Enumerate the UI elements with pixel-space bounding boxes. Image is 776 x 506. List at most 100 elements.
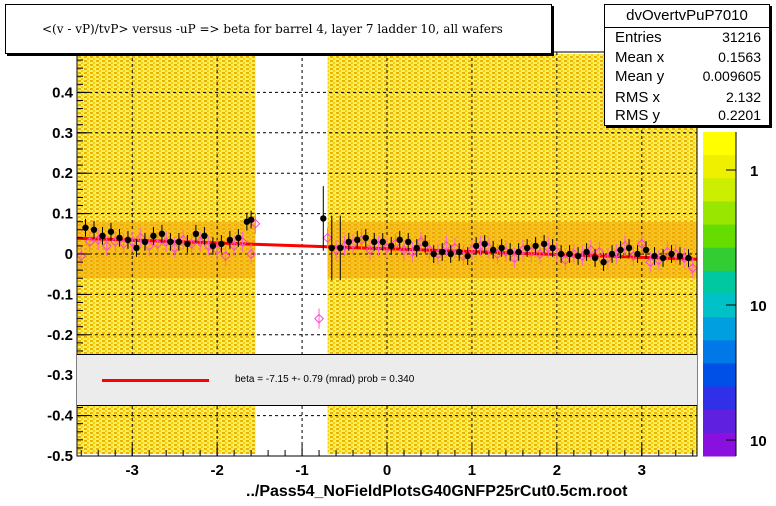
pink-marker bbox=[229, 240, 240, 251]
black-marker bbox=[133, 244, 140, 252]
black-marker bbox=[472, 242, 480, 250]
stats-label: Mean x bbox=[615, 49, 665, 66]
stats-value: 2.132 bbox=[725, 89, 761, 105]
black-marker bbox=[209, 242, 217, 250]
pink-marker bbox=[636, 238, 647, 249]
black-marker bbox=[90, 226, 98, 233]
pink-marker bbox=[441, 240, 452, 251]
pink-marker bbox=[322, 232, 333, 243]
black-marker bbox=[557, 250, 565, 258]
y-tick-label: -0.1 bbox=[47, 286, 73, 303]
color-scale-label: 1 bbox=[750, 163, 758, 180]
pink-marker bbox=[84, 236, 95, 247]
black-marker bbox=[455, 248, 463, 256]
color-scale-segment bbox=[703, 224, 736, 249]
color-scale-segment bbox=[703, 132, 736, 156]
stats-label: Mean y bbox=[615, 68, 665, 85]
stats-value: 0.1563 bbox=[718, 49, 761, 65]
black-marker bbox=[566, 250, 573, 258]
stats-value: 0.009605 bbox=[702, 68, 761, 84]
x-tick-label: -2 bbox=[210, 462, 223, 479]
black-marker bbox=[464, 252, 471, 260]
black-marker bbox=[540, 240, 548, 248]
color-scale-label: 10 bbox=[750, 298, 767, 315]
legend-line-swatch bbox=[102, 379, 209, 382]
black-marker bbox=[82, 224, 89, 231]
black-marker bbox=[422, 240, 429, 248]
legend-text: beta = -7.15 +- 0.79 (mrad) prob = 0.340 bbox=[235, 374, 415, 385]
black-marker bbox=[498, 244, 505, 252]
black-marker bbox=[396, 236, 403, 244]
stats-divider bbox=[605, 27, 769, 28]
black-marker bbox=[328, 244, 335, 252]
black-marker bbox=[379, 238, 386, 246]
color-scale-label: 10 bbox=[750, 433, 767, 450]
black-marker bbox=[617, 246, 624, 254]
black-marker bbox=[388, 242, 395, 250]
black-marker bbox=[523, 244, 531, 252]
pink-marker bbox=[152, 238, 163, 249]
color-scale-segment bbox=[703, 294, 736, 318]
pink-marker bbox=[314, 313, 325, 324]
black-marker bbox=[439, 248, 446, 256]
black-marker bbox=[362, 234, 369, 242]
color-scale-segment bbox=[703, 247, 736, 272]
black-marker bbox=[320, 215, 327, 222]
color-scale-segment bbox=[703, 155, 736, 179]
stats-label: Entries bbox=[615, 29, 662, 46]
y-tick-label: 0.3 bbox=[52, 125, 73, 142]
black-marker bbox=[600, 258, 607, 266]
black-marker bbox=[447, 250, 454, 258]
stats-row-entries: Entries 31216 bbox=[615, 29, 765, 47]
stats-row-mean-y: Mean y 0.009605 bbox=[615, 68, 765, 86]
pink-marker bbox=[594, 247, 605, 257]
black-marker bbox=[158, 230, 166, 237]
pink-marker bbox=[101, 240, 112, 251]
black-marker bbox=[116, 234, 123, 242]
black-marker bbox=[235, 234, 242, 242]
y-tick-label: 0.2 bbox=[52, 165, 73, 182]
pink-marker bbox=[645, 257, 656, 268]
black-marker bbox=[532, 242, 539, 250]
color-scale-segment bbox=[703, 432, 736, 457]
y-tick-label: 0 bbox=[65, 246, 73, 263]
color-scale-segment bbox=[703, 270, 736, 295]
black-marker bbox=[371, 238, 378, 246]
color-scale-segment bbox=[703, 409, 736, 434]
stats-value: 0.2201 bbox=[718, 107, 761, 123]
axes-labels: -0.5 -0.4 -0.3 -0.2 -0.1 0 0.1 0.2 0.3 0.4 -3 -2 -1 0… bbox=[47, 51, 694, 479]
black-marker bbox=[634, 250, 641, 258]
stats-label: RMS y bbox=[615, 107, 660, 124]
black-marker bbox=[506, 248, 514, 256]
x-tick-label: -3 bbox=[126, 462, 139, 479]
black-marker bbox=[591, 254, 599, 262]
black-marker bbox=[515, 248, 522, 256]
x-tick-label: 0 bbox=[383, 462, 391, 479]
black-marker bbox=[175, 238, 183, 246]
profile-points bbox=[76, 186, 698, 329]
chart-title: <(v - vP)/tvP> versus -uP => beta for ba… bbox=[42, 22, 503, 36]
stats-row-rms-x: RMS x 2.132 bbox=[615, 89, 765, 107]
black-marker bbox=[651, 252, 658, 260]
color-scale-segment bbox=[703, 340, 736, 364]
color-scale-segment bbox=[703, 363, 736, 388]
color-scale: 1 10 10 bbox=[703, 132, 767, 457]
title-box: <(v - vP)/tvP> versus -uP => beta for ba… bbox=[5, 4, 552, 54]
y-tick-label: -0.4 bbox=[47, 408, 74, 425]
black-marker bbox=[184, 240, 191, 248]
black-marker bbox=[608, 250, 616, 258]
x-tick-label: 3 bbox=[638, 462, 646, 479]
color-scale-segment bbox=[703, 317, 736, 341]
y-tick-label: 0.1 bbox=[52, 206, 73, 223]
stats-value: 31216 bbox=[722, 29, 761, 45]
stats-box: dvOvertvPuP7010 Entries 31216 Mean x 0.1… bbox=[604, 4, 770, 126]
black-marker bbox=[150, 232, 157, 240]
black-marker bbox=[676, 252, 684, 260]
pink-marker bbox=[365, 245, 375, 255]
black-marker bbox=[413, 244, 420, 252]
black-marker bbox=[574, 252, 582, 260]
black-marker bbox=[107, 228, 115, 235]
black-marker bbox=[668, 250, 675, 258]
y-tick-label: -0.5 bbox=[47, 448, 73, 465]
pink-marker bbox=[220, 251, 231, 261]
